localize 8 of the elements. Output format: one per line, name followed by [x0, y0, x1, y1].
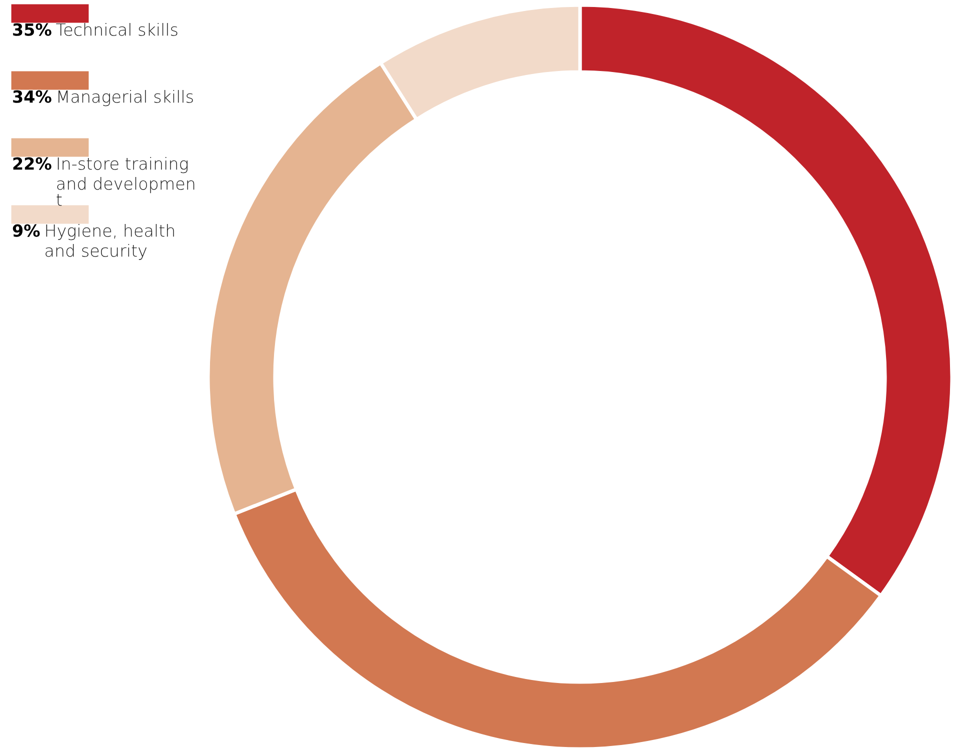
data-label: 9%	[12, 224, 40, 237]
legend-label: In-store training and developmen t	[56, 157, 194, 206]
data-label: 34%	[13, 90, 52, 103]
legend-label: Technical skills	[56, 23, 178, 36]
data-label: 35%	[13, 23, 52, 36]
data-label: 22%	[13, 157, 52, 170]
legend-label: Hygiene, health and security	[46, 224, 174, 260]
legend-label: Managerial skills	[58, 90, 193, 106]
